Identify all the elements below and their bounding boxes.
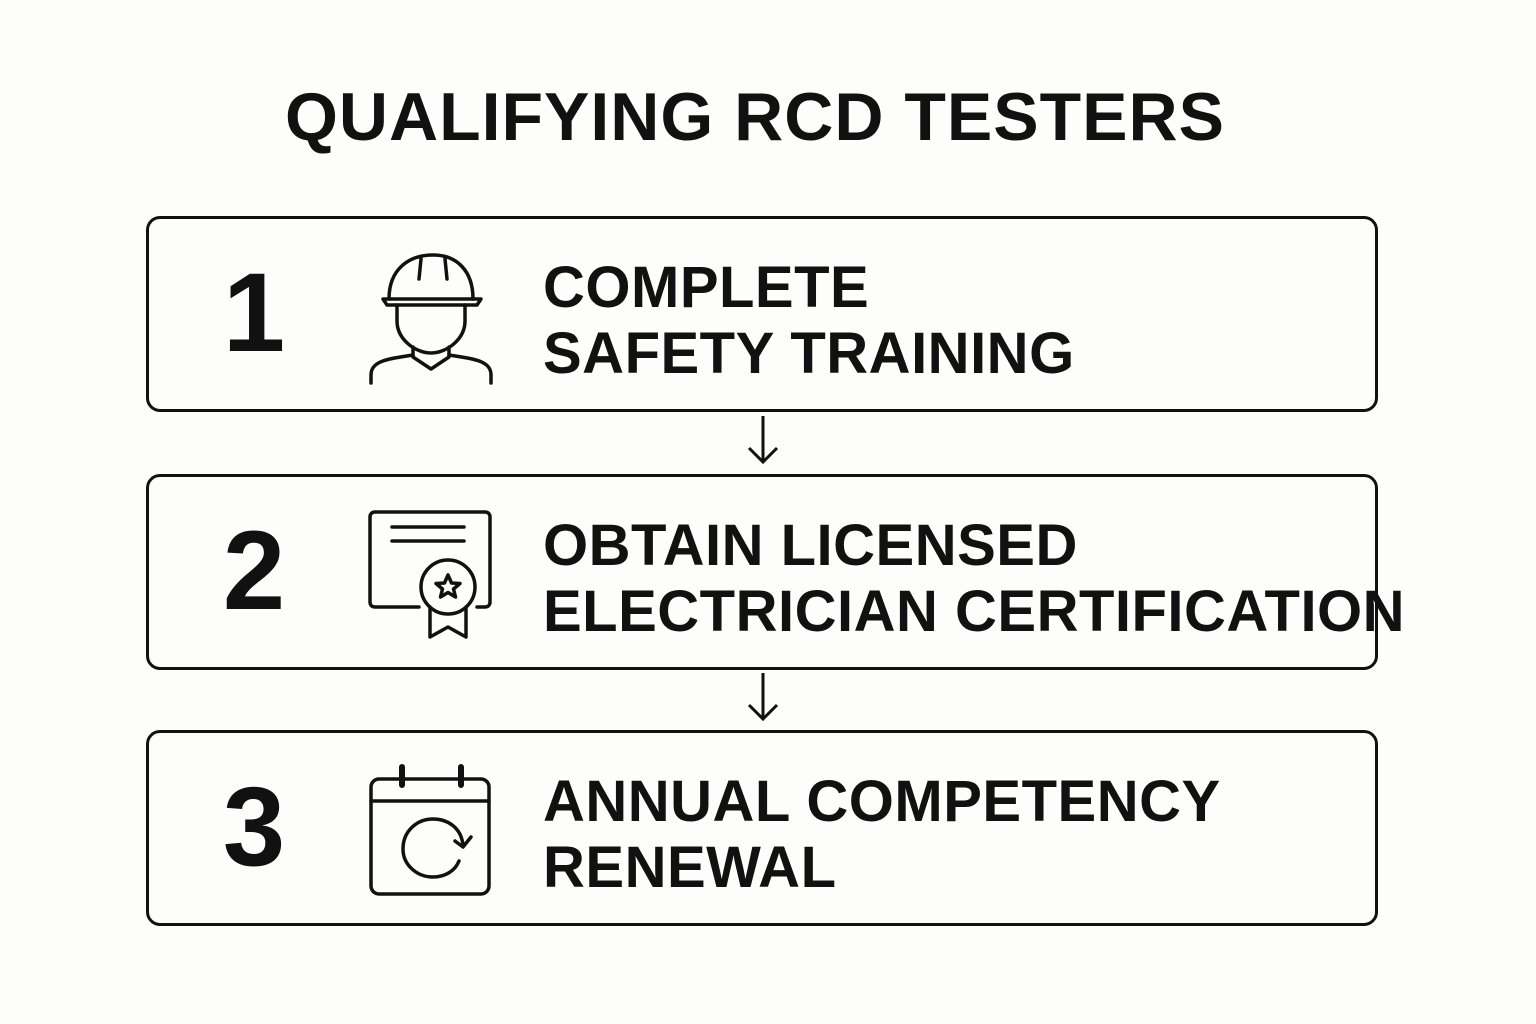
- hard-hat-worker-icon: [369, 253, 493, 385]
- step-1-box: 1 COMPLETE SAFETY TRAINING: [146, 216, 1378, 412]
- step-text-line1: COMPLETE: [543, 255, 870, 320]
- step-text: OBTAIN LICENSED ELECTRICIAN CERTIFICATIO…: [543, 513, 1405, 645]
- calendar-renewal-icon: [369, 764, 491, 896]
- step-text-line2: RENEWAL: [543, 835, 837, 900]
- arrow-down-icon: [747, 416, 779, 465]
- step-3-box: 3 ANNUAL COMPETENCY RENEWAL: [146, 730, 1378, 926]
- step-text-line2: SAFETY TRAINING: [543, 321, 1075, 386]
- step-text-line1: ANNUAL COMPETENCY: [543, 769, 1221, 834]
- step-number: 1: [222, 250, 286, 375]
- step-number: 2: [222, 508, 286, 633]
- step-text-line2: ELECTRICIAN CERTIFICATION: [543, 579, 1406, 644]
- page-title: QUALIFYING RCD TESTERS: [284, 79, 1226, 155]
- arrow-down-icon: [747, 673, 779, 722]
- step-2-box: 2 OBTAIN LICENSED ELECTRICIAN CERTIFICAT…: [146, 474, 1405, 670]
- step-text-line1: OBTAIN LICENSED: [543, 513, 1078, 578]
- step-text: ANNUAL COMPETENCY RENEWAL: [543, 769, 1221, 901]
- step-text: COMPLETE SAFETY TRAINING: [543, 255, 1075, 387]
- certificate-icon: [368, 510, 492, 639]
- step-number: 3: [222, 764, 286, 889]
